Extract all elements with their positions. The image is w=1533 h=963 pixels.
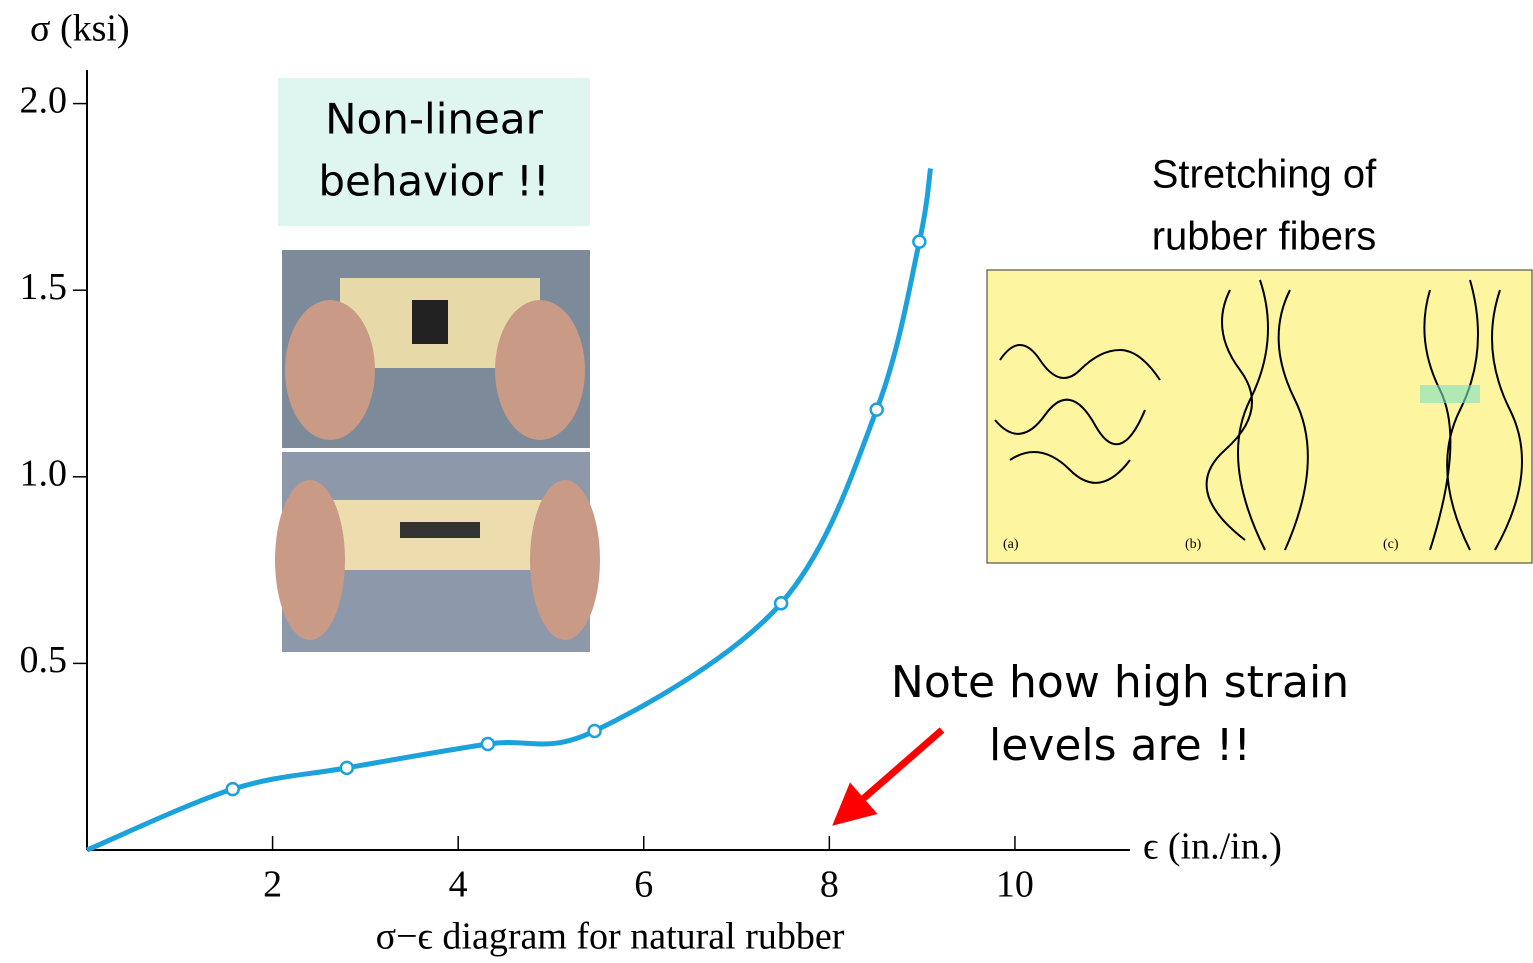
x-tick-label: 10 xyxy=(996,864,1034,906)
annotation: behavior !! xyxy=(318,157,549,206)
marker xyxy=(871,404,883,416)
annotation: Stretching of xyxy=(1152,153,1377,197)
panel-label: (b) xyxy=(1185,537,1202,552)
marker xyxy=(482,738,494,750)
marker xyxy=(913,236,925,248)
caption: σ−ϵ diagram for natural rubber xyxy=(376,916,845,958)
annotation: levels are !! xyxy=(989,720,1251,771)
annotation: rubber fibers xyxy=(1152,215,1377,259)
x-axis-label: ϵ (in./in.) xyxy=(1143,826,1282,868)
y-tick-label: 1.0 xyxy=(20,453,68,495)
photo xyxy=(275,250,600,652)
marker xyxy=(227,783,239,795)
x-tick-label: 2 xyxy=(263,864,282,906)
page: Non-linear behavior !! Stretching of rub… xyxy=(0,0,1533,963)
fiber-diagram: (a) (b) (c) xyxy=(987,270,1532,563)
y-axis-label: σ (ksi) xyxy=(30,8,130,50)
annotation: Non-linear xyxy=(325,95,543,144)
y-tick-label: 1.5 xyxy=(20,266,68,308)
marker xyxy=(775,597,787,609)
x-tick-label: 6 xyxy=(634,864,653,906)
y-tick-label: 2.0 xyxy=(20,79,68,121)
marker xyxy=(341,762,353,774)
marker xyxy=(589,725,601,737)
chart: Non-linear behavior !! Stretching of rub… xyxy=(0,0,1533,963)
annotation: Note how high strain xyxy=(891,657,1349,708)
x-tick-label: 8 xyxy=(820,864,839,906)
x-tick-label: 4 xyxy=(449,864,468,906)
y-tick-label: 0.5 xyxy=(20,639,68,681)
panel-label: (a) xyxy=(1003,537,1019,552)
panel-label: (c) xyxy=(1383,537,1399,552)
arrow xyxy=(848,730,942,812)
